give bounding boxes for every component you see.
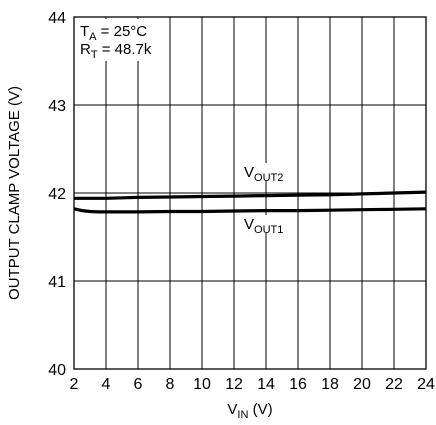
x-tick-label-8: 8: [166, 376, 175, 393]
plot-area-frame: [73, 16, 427, 370]
grid: [74, 17, 426, 369]
x-tick-label-6: 6: [134, 376, 143, 393]
x-axis-label-sub: IN: [237, 409, 248, 421]
x-tick-label-24: 24: [417, 376, 435, 393]
x-tick-label-22: 22: [385, 376, 403, 393]
series-label-vout1: VOUT1: [244, 216, 283, 236]
condition-rt-main: R: [80, 41, 91, 58]
vout1-label-bg: [241, 215, 292, 233]
series-line-vout2: [74, 190, 427, 200]
series-label-vout2-main: V: [244, 164, 254, 181]
series-label-vout1-sub: OUT1: [254, 224, 283, 236]
series-label-vout1-main: V: [244, 216, 254, 233]
condition-ta-sub: A: [89, 31, 97, 43]
x-tick-label-12: 12: [225, 376, 243, 393]
condition-rt-suffix: = 48.7k: [98, 41, 152, 58]
x-tick-label-18: 18: [321, 376, 339, 393]
y-tick-label-41: 41: [48, 274, 66, 291]
x-tick-label-2: 2: [70, 376, 79, 393]
condition-rt-sub: T: [91, 49, 98, 61]
x-axis-label-main: V: [227, 401, 237, 418]
y-tick-label-40: 40: [48, 362, 66, 379]
y-tick-label-42: 42: [48, 186, 66, 203]
x-tick-label-14: 14: [257, 376, 275, 393]
x-axis-label-suffix: (V): [248, 401, 272, 418]
y-tick-label-44: 44: [48, 10, 66, 27]
x-axis-label: VIN (V): [227, 401, 272, 421]
condition-ta-suffix: = 25°C: [97, 23, 148, 40]
series-layer: [73, 190, 427, 214]
series-line-vout1: [73, 207, 427, 214]
x-tick-label-16: 16: [289, 376, 307, 393]
condition-rt: RT = 48.7k: [80, 41, 152, 61]
x-tick-label-20: 20: [353, 376, 371, 393]
y-axis-label: OUTPUT CLAMP VOLTAGE (V): [6, 86, 23, 300]
x-tick-label-10: 10: [193, 376, 211, 393]
x-tick-labels: 2 4 6 8 10 12 14 16 18 20 22 24: [70, 376, 435, 393]
series-label-vout2-sub: OUT2: [254, 172, 283, 184]
condition-ta-main: T: [80, 23, 89, 40]
vout2-label-bg: [241, 163, 292, 181]
condition-ta: TA = 25°C: [80, 23, 147, 43]
series-label-vout2: VOUT2: [244, 164, 283, 184]
y-tick-label-43: 43: [48, 98, 66, 115]
x-tick-label-4: 4: [102, 376, 111, 393]
conditions-box: [76, 19, 160, 61]
y-tick-labels: 40 41 42 43 44: [48, 10, 66, 379]
